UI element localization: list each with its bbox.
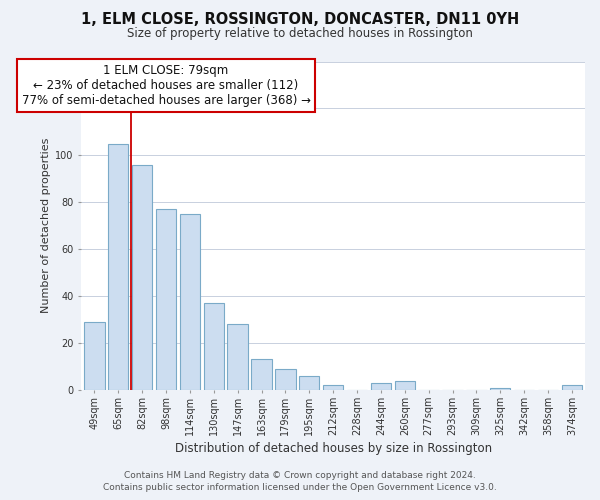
Bar	[323, 386, 343, 390]
Bar	[490, 388, 511, 390]
Bar	[156, 210, 176, 390]
X-axis label: Distribution of detached houses by size in Rossington: Distribution of detached houses by size …	[175, 442, 491, 455]
Text: Contains HM Land Registry data © Crown copyright and database right 2024.
Contai: Contains HM Land Registry data © Crown c…	[103, 471, 497, 492]
Text: 1, ELM CLOSE, ROSSINGTON, DONCASTER, DN11 0YH: 1, ELM CLOSE, ROSSINGTON, DONCASTER, DN1…	[81, 12, 519, 28]
Bar	[275, 369, 296, 390]
Text: Size of property relative to detached houses in Rossington: Size of property relative to detached ho…	[127, 28, 473, 40]
Bar	[203, 303, 224, 390]
Text: 1 ELM CLOSE: 79sqm
← 23% of detached houses are smaller (112)
77% of semi-detach: 1 ELM CLOSE: 79sqm ← 23% of detached hou…	[22, 64, 311, 107]
Bar	[108, 144, 128, 390]
Bar	[84, 322, 104, 390]
Y-axis label: Number of detached properties: Number of detached properties	[41, 138, 51, 314]
Bar	[227, 324, 248, 390]
Bar	[562, 386, 582, 390]
Bar	[395, 380, 415, 390]
Bar	[180, 214, 200, 390]
Bar	[371, 383, 391, 390]
Bar	[299, 376, 319, 390]
Bar	[251, 360, 272, 390]
Bar	[132, 164, 152, 390]
